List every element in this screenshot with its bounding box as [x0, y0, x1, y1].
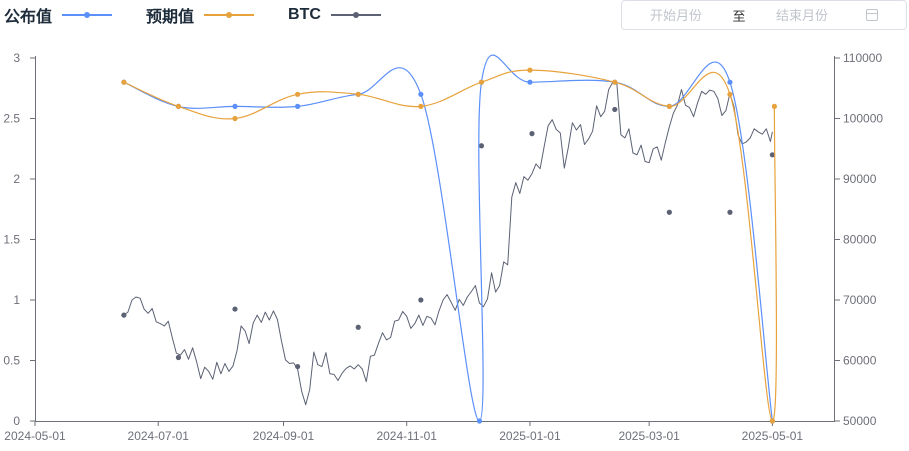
series-line-0 [123, 54, 773, 422]
month-range-picker[interactable]: 至 [621, 0, 907, 30]
series-line-1 [123, 69, 778, 422]
x-tick-label: 2025-01-01 [499, 429, 561, 443]
y-left-tick-label: 1.5 [3, 233, 20, 247]
range-separator: 至 [732, 8, 746, 24]
data-point [529, 131, 535, 137]
data-point [355, 91, 361, 97]
start-month-input[interactable] [622, 6, 730, 24]
series-line-2 [123, 81, 773, 406]
legend-item-expected[interactable]: 预期值 [146, 3, 255, 27]
axes: 2024-05-01 2024-07-01 2024-09-01 2024-11-01… [3, 51, 883, 443]
data-point [727, 79, 733, 85]
data-point [121, 79, 127, 85]
legend-label: 公布值 [4, 9, 53, 26]
data-point [418, 103, 424, 109]
x-tick-label: 2024-11-01 [376, 429, 437, 443]
data-point [232, 115, 238, 122]
x-tick-label: 2025-05-01 [742, 429, 804, 443]
calendar-icon[interactable] [866, 9, 878, 21]
y-left-tick-label: 0 [13, 414, 20, 428]
legend-swatch [330, 9, 381, 21]
legend-swatch [62, 9, 113, 21]
y-right-tick-label: 70000 [843, 293, 877, 307]
data-point [295, 103, 301, 109]
y-left-tick-label: 2 [13, 172, 20, 186]
data-point [418, 297, 424, 303]
x-tick-label: 2024-05-01 [4, 429, 66, 443]
data-point [527, 67, 533, 73]
y-right-tick-label: 100000 [843, 112, 883, 126]
data-point [612, 106, 618, 113]
data-point [295, 91, 301, 97]
end-month-input[interactable] [748, 6, 856, 24]
y-right-tick-label: 90000 [843, 172, 877, 186]
data-point [666, 209, 672, 215]
legend-item-btc[interactable]: BTC [288, 6, 381, 24]
data-point [771, 103, 777, 109]
data-point [612, 79, 618, 85]
data-point [121, 312, 127, 318]
series-layer [121, 54, 778, 424]
legend-label: BTC [288, 6, 321, 23]
x-tick-label: 2024-07-01 [128, 429, 190, 443]
legend-label: 预期值 [146, 9, 195, 26]
legend-item-published[interactable]: 公布值 [4, 3, 113, 27]
data-point [232, 103, 238, 109]
y-right-tick-label: 80000 [843, 233, 877, 247]
data-point [769, 418, 775, 424]
x-tick-label: 2025-03-01 [618, 429, 680, 443]
y-right-tick-label: 60000 [843, 354, 877, 368]
data-point [478, 143, 485, 149]
y-left-tick-label: 3 [13, 51, 20, 65]
data-point [478, 79, 485, 85]
data-point [175, 354, 182, 361]
y-right-tick-label: 50000 [843, 414, 877, 428]
data-point [527, 79, 533, 85]
data-point [295, 363, 301, 370]
data-point [666, 103, 672, 109]
data-point [355, 324, 361, 330]
y-left-tick-label: 2.5 [3, 112, 20, 126]
data-point [232, 306, 238, 312]
y-right-tick-label: 110000 [843, 51, 882, 65]
y-left-tick-label: 1 [13, 293, 20, 307]
data-point [769, 152, 775, 158]
x-tick-label: 2024-09-01 [253, 429, 315, 443]
legend-swatch [204, 9, 255, 21]
y-left-tick-label: 0.5 [3, 354, 20, 368]
data-point [727, 91, 733, 97]
data-point [727, 209, 733, 215]
data-point [476, 418, 483, 424]
chart-legend: 公布值 预期值 BTC [4, 4, 415, 26]
data-point [175, 103, 182, 109]
data-point [418, 91, 424, 97]
